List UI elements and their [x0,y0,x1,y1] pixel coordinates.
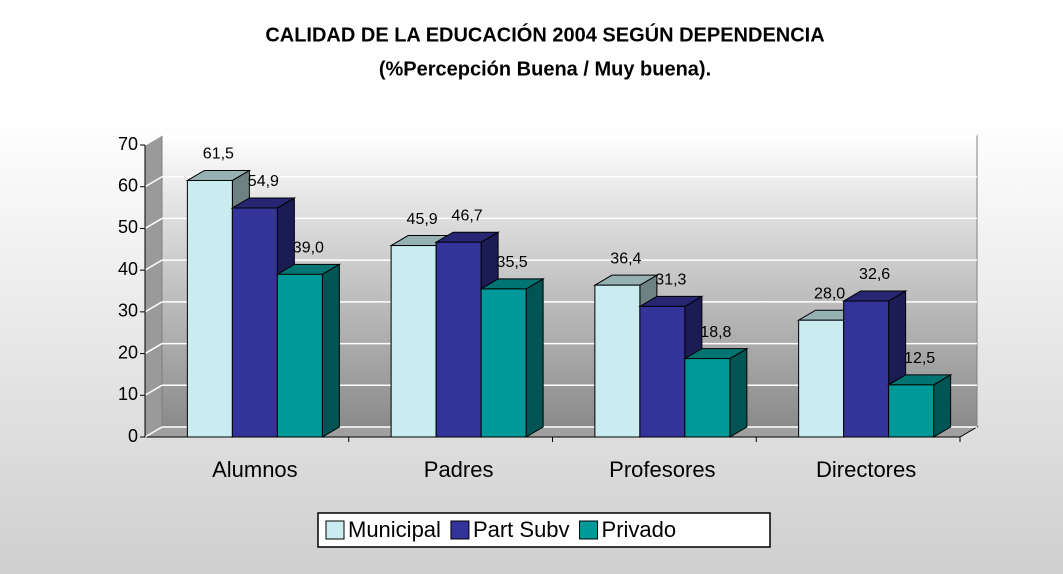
grid-line-side [144,342,163,355]
legend-swatch [325,520,345,540]
x-tick-label: Padres [424,457,494,482]
y-tick-label: 70 [118,134,138,154]
y-tick-label: 30 [118,301,138,321]
legend-swatch [579,520,599,540]
legend-swatch [450,520,470,540]
value-label: 45,9 [407,211,438,228]
value-label: 31,3 [655,272,686,289]
bar [843,300,890,438]
legend-box [317,512,771,548]
bar [390,245,437,438]
chart-subtitle: (%Percepción Buena / Muy buena). [379,58,711,80]
bar [186,179,233,438]
value-label: 54,9 [248,173,279,190]
grid-line-side [144,426,163,438]
legend: Municipal Part Subv Privado [317,512,771,548]
value-label: 61,5 [203,146,234,163]
bar [435,241,482,438]
legend-label: Privado [602,517,677,542]
x-tick-label: Directores [816,457,916,482]
y-tick-label: 10 [118,384,138,404]
y-tick-label: 20 [118,342,138,362]
y-tick-label: 50 [118,217,138,237]
value-label: 39,0 [293,240,324,257]
bar-side [525,278,544,438]
chart-title: CALIDAD DE LA EDUCACIÓN 2004 SEGÚN DEPEN… [265,22,824,46]
y-tick-label: 0 [128,426,138,446]
legend-label: Municipal [348,517,441,542]
grid-line-side [144,176,163,188]
value-label: 36,4 [610,250,641,267]
value-label: 46,7 [452,207,483,224]
bar [231,207,278,438]
bar [888,384,935,438]
y-tick-label: 40 [118,259,138,279]
bar [639,305,686,438]
value-label: 32,6 [859,266,890,283]
value-label: 12,5 [904,350,935,367]
grid-line-side [144,384,163,396]
bar [798,319,845,438]
bar [594,284,641,438]
grid-line-side [144,134,163,146]
grid-line-side [144,259,163,271]
value-label: 28,0 [814,285,845,302]
value-label: 18,8 [700,324,731,341]
grid-line-side [144,301,163,313]
y-tick-label: 60 [118,175,138,195]
grid-line-side [144,217,163,230]
side-wall [144,134,163,438]
bar-side [729,347,748,438]
x-tick-label: Profesores [609,457,715,482]
x-tick-label: Alumnos [212,457,298,482]
bar [684,358,731,438]
bar-side [321,263,340,438]
bar [276,273,323,438]
value-label: 35,5 [497,254,528,271]
bar-side [933,373,952,438]
legend-label: Part Subv [473,517,570,542]
bar [480,288,527,438]
